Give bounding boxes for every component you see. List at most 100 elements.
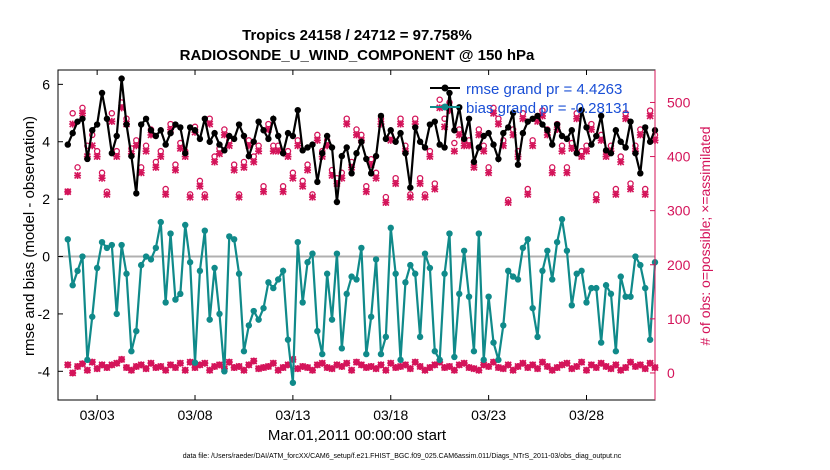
bias-point xyxy=(441,270,448,277)
bias-point xyxy=(402,279,409,286)
bias-point xyxy=(446,230,453,237)
legend-bias-label: bias grand pr = -0.28131 xyxy=(466,100,630,117)
bias-point xyxy=(69,282,76,289)
rmse-point xyxy=(632,150,639,157)
obs-assimilated-marker xyxy=(612,190,620,198)
obs-assimilated-marker xyxy=(602,362,610,371)
obs-assimilated-marker xyxy=(382,366,390,374)
rmse-point xyxy=(201,115,209,122)
rmse-point xyxy=(539,121,546,128)
rmse-point xyxy=(514,161,522,168)
rmse-point xyxy=(421,144,429,151)
data-file-footer: data file: /Users/raeder/DAI/ATM_forcXX/… xyxy=(183,453,622,460)
obs-assimilated-marker xyxy=(88,358,96,366)
bias-point xyxy=(211,264,218,272)
bias-point xyxy=(612,348,620,355)
obs-assimilated-marker xyxy=(338,362,346,371)
obs-assimilated-marker xyxy=(191,363,199,372)
x-tick-label: 03/13 xyxy=(275,407,310,423)
bias-point xyxy=(372,256,380,263)
obs-assimilated-marker xyxy=(529,142,537,150)
bias-point xyxy=(147,256,155,263)
obs-assimilated-marker xyxy=(289,174,297,182)
rmse-point xyxy=(358,138,365,145)
bias-point xyxy=(79,253,86,260)
obs-assimilated-marker xyxy=(211,158,219,166)
obs-assimilated-marker xyxy=(514,362,522,371)
obs-assimilated-marker xyxy=(563,359,571,367)
obs-assimilated-marker xyxy=(597,136,605,144)
obs-assimilated-marker xyxy=(362,188,370,196)
obs-assimilated-marker xyxy=(343,120,351,128)
obs-assimilated-marker xyxy=(235,362,243,371)
bias-point xyxy=(353,276,360,283)
obs-assimilated-marker xyxy=(519,115,527,123)
obs-assimilated-marker xyxy=(78,360,87,368)
obs-possible-marker xyxy=(69,110,76,117)
bias-point xyxy=(201,227,209,234)
rmse-point xyxy=(642,124,649,131)
obs-assimilated-marker xyxy=(582,147,591,155)
obs-assimilated-marker xyxy=(250,357,258,365)
bias-point xyxy=(74,267,81,275)
obs-assimilated-marker xyxy=(617,366,625,374)
bias-point xyxy=(299,299,306,306)
rmse-point xyxy=(637,170,644,177)
obs-assimilated-marker xyxy=(348,163,356,171)
bias-point xyxy=(133,327,140,335)
rmse-point xyxy=(549,141,556,148)
obs-assimilated-marker xyxy=(118,355,126,363)
obs-assimilated-marker xyxy=(489,358,498,366)
bias-point xyxy=(309,250,316,257)
obs-assimilated-marker xyxy=(617,158,625,166)
obs-assimilated-marker xyxy=(127,366,135,374)
right-tick-label: 100 xyxy=(667,311,691,327)
bias-point xyxy=(602,282,610,289)
obs-assimilated-marker xyxy=(387,136,395,144)
bias-point xyxy=(558,216,566,223)
obs-assimilated-marker xyxy=(215,150,224,158)
obs-assimilated-marker xyxy=(401,361,409,369)
rmse-point xyxy=(186,124,194,131)
obs-assimilated-marker xyxy=(137,361,145,369)
rmse-point xyxy=(534,112,541,120)
rmse-point xyxy=(196,135,204,143)
obs-assimilated-marker xyxy=(69,369,77,377)
rmse-point xyxy=(113,132,120,140)
obs-assimilated-marker xyxy=(631,362,639,371)
obs-assimilated-marker xyxy=(206,366,214,374)
obs-assimilated-marker xyxy=(455,131,463,139)
rmse-point xyxy=(553,121,561,128)
bias-point xyxy=(279,267,287,275)
obs-assimilated-marker xyxy=(558,361,566,369)
bias-point xyxy=(221,368,228,375)
obs-assimilated-marker xyxy=(367,362,375,371)
obs-assimilated-marker xyxy=(176,359,184,367)
bias-point xyxy=(431,348,438,355)
obs-assimilated-marker xyxy=(367,161,375,169)
rmse-point xyxy=(529,115,536,122)
bias-point xyxy=(367,313,375,320)
obs-assimilated-marker xyxy=(460,142,468,150)
bias-point xyxy=(314,327,321,335)
bias-point xyxy=(465,293,473,300)
obs-assimilated-marker xyxy=(509,366,517,374)
obs-assimilated-marker xyxy=(646,359,654,367)
obs-assimilated-marker xyxy=(543,362,551,371)
obs-assimilated-marker xyxy=(558,147,566,155)
obs-assimilated-marker xyxy=(450,147,458,155)
bias-point xyxy=(578,267,585,275)
obs-assimilated-marker xyxy=(641,365,649,373)
bias-point xyxy=(583,299,590,306)
right-tick-label: 200 xyxy=(667,257,691,273)
obs-assimilated-marker xyxy=(597,359,605,367)
obs-assimilated-marker xyxy=(255,147,263,155)
obs-assimilated-marker xyxy=(431,185,439,193)
obs-assimilated-marker xyxy=(176,144,184,153)
bias-point xyxy=(544,247,551,254)
rmse-point xyxy=(123,121,130,128)
rmse-point xyxy=(524,118,531,125)
bias-point xyxy=(162,299,169,306)
obs-assimilated-marker xyxy=(162,190,170,198)
